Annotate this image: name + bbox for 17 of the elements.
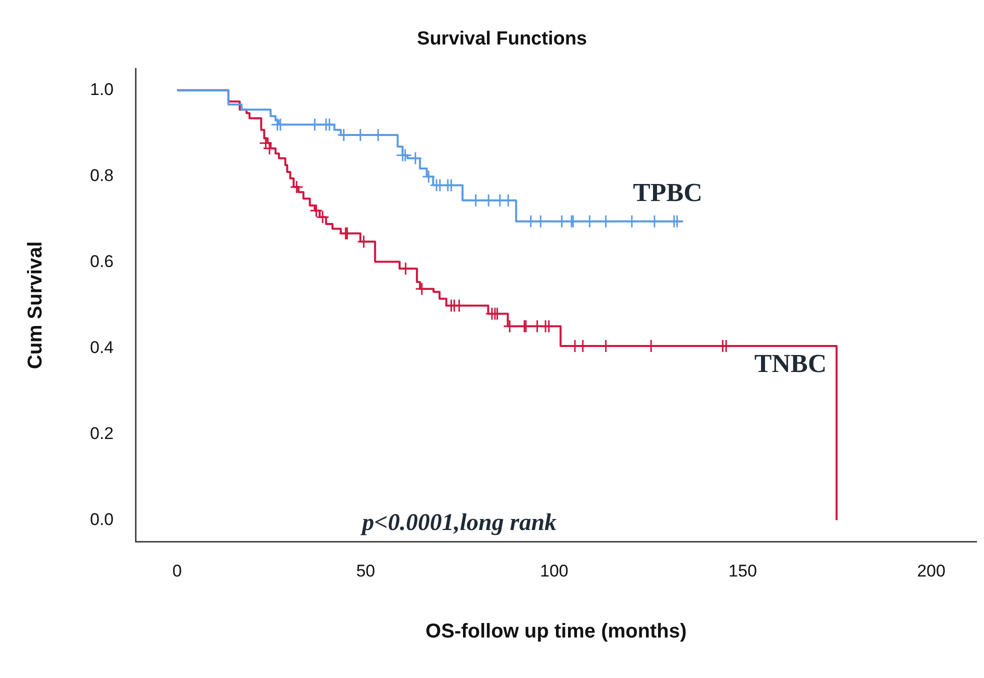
y-tick-label: 0.8 (90, 166, 114, 185)
x-tick-label: 50 (356, 561, 376, 580)
series-label: TNBC (754, 348, 827, 378)
y-tick-label: 0.2 (90, 424, 114, 443)
y-tick-label: 0.6 (90, 252, 114, 271)
x-tick-label: 200 (917, 561, 946, 580)
x-tick-label: 0 (172, 561, 182, 580)
chart-title: Survival Functions (417, 28, 587, 50)
x-tick-label: 150 (728, 561, 757, 580)
x-tick-label: 100 (540, 561, 568, 580)
y-tick-label: 1.0 (90, 80, 114, 99)
y-axis-title: Cum Survival (24, 241, 47, 370)
y-tick-label: 0.4 (90, 338, 114, 357)
series-label: TPBC (633, 178, 702, 208)
x-axis-title: OS-follow up time (months) (426, 620, 687, 643)
y-tick-label: 0.0 (90, 510, 114, 529)
annotation: p<0.0001,long rank (360, 510, 557, 536)
